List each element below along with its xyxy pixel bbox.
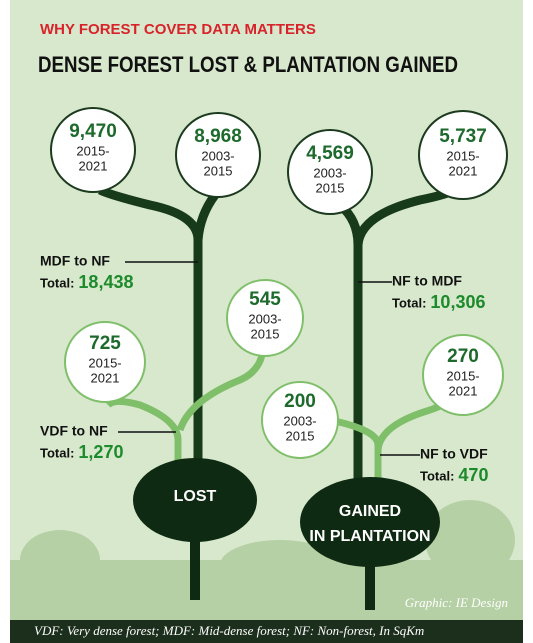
circle-value: 200	[284, 391, 316, 412]
total-value: 18,438	[78, 272, 133, 292]
circle-years: 2015-	[76, 143, 109, 158]
circle-value: 9,470	[69, 121, 117, 142]
title: DENSE FOREST LOST & PLANTATION GAINED	[38, 52, 458, 77]
circle-years: 2021	[79, 158, 108, 173]
circle-value: 4,569	[306, 143, 354, 164]
total-label: Total:	[420, 468, 454, 483]
circle-years: 2015	[316, 180, 345, 195]
circle-value: 725	[89, 333, 121, 354]
flow-label: MDF to NF	[40, 253, 110, 269]
circle-years: 2015-	[446, 148, 479, 163]
panel-label: IN PLANTATION	[309, 528, 430, 545]
circle-value: 8,968	[194, 126, 242, 147]
circle-years: 2015	[204, 163, 233, 178]
circle-years: 2003-	[283, 413, 316, 428]
flow-label: NF to VDF	[420, 446, 488, 462]
total-label: Total:	[392, 295, 426, 310]
flow-label: VDF to NF	[40, 423, 108, 439]
circle-years: 2003-	[313, 165, 346, 180]
circle-years: 2015	[286, 428, 315, 443]
total-value: 470	[458, 465, 488, 485]
infographic: WHY FOREST COVER DATA MATTERS DENSE FORE…	[0, 0, 533, 643]
kicker: WHY FOREST COVER DATA MATTERS	[40, 21, 316, 38]
panel-label: GAINED	[339, 503, 401, 520]
circle-years: 2015	[251, 326, 280, 341]
total-value: 10,306	[430, 292, 485, 312]
total-label: Total:	[40, 445, 74, 460]
footnote: VDF: Very dense forest; MDF: Mid-dense f…	[34, 623, 424, 638]
credit: Graphic: IE Design	[405, 595, 508, 610]
circle-value: 270	[447, 346, 479, 367]
total-value: 1,270	[78, 442, 123, 462]
circle-years: 2021	[449, 163, 478, 178]
circle-years: 2015-	[88, 355, 121, 370]
circle-years: 2015-	[446, 368, 479, 383]
circle-years: 2021	[449, 383, 478, 398]
total-label: Total:	[40, 275, 74, 290]
circle-years: 2003-	[201, 148, 234, 163]
circle-years: 2021	[91, 370, 120, 385]
circle-value: 5,737	[439, 126, 487, 147]
circle-value: 545	[249, 289, 281, 310]
flow-label: NF to MDF	[392, 273, 462, 289]
panel-label: LOST	[174, 488, 217, 505]
circle-years: 2003-	[248, 311, 281, 326]
